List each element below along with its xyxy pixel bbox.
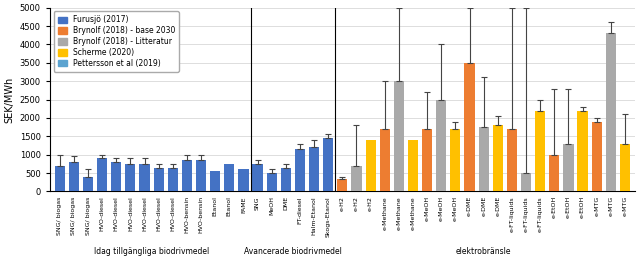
Text: Idag tillgängliga biodrivmedel: Idag tillgängliga biodrivmedel bbox=[94, 247, 209, 256]
Text: Avancerade biodrivmedel: Avancerade biodrivmedel bbox=[244, 247, 342, 256]
Bar bbox=[507, 129, 517, 192]
Bar bbox=[153, 168, 164, 192]
Bar bbox=[182, 160, 192, 192]
Bar bbox=[521, 173, 531, 192]
Bar bbox=[493, 125, 503, 192]
Bar bbox=[196, 160, 206, 192]
Bar bbox=[210, 171, 220, 192]
Bar bbox=[450, 129, 461, 192]
Bar bbox=[337, 178, 348, 192]
Bar bbox=[139, 164, 150, 192]
Bar bbox=[111, 162, 121, 192]
Bar bbox=[436, 99, 447, 192]
Bar bbox=[83, 177, 93, 192]
Bar bbox=[281, 168, 291, 192]
Bar bbox=[69, 162, 79, 192]
Bar bbox=[549, 155, 559, 192]
Bar bbox=[380, 129, 390, 192]
Bar bbox=[323, 138, 334, 192]
Bar bbox=[535, 111, 545, 192]
Bar bbox=[224, 164, 235, 192]
Bar bbox=[394, 81, 404, 192]
Bar bbox=[309, 147, 320, 192]
Bar bbox=[351, 166, 362, 192]
Bar bbox=[252, 164, 263, 192]
Bar bbox=[564, 144, 574, 192]
Bar bbox=[479, 127, 489, 192]
Bar bbox=[620, 144, 630, 192]
Bar bbox=[422, 129, 432, 192]
Bar bbox=[238, 169, 249, 192]
Bar bbox=[592, 122, 602, 192]
Legend: Furusjö (2017), Brynolf (2018) - base 2030, Brynolf (2018) - Litteratur, Scherme: Furusjö (2017), Brynolf (2018) - base 20… bbox=[54, 11, 179, 72]
Bar bbox=[266, 173, 277, 192]
Bar bbox=[97, 158, 107, 192]
Bar bbox=[408, 140, 418, 192]
Bar bbox=[167, 168, 178, 192]
Bar bbox=[125, 164, 135, 192]
Bar bbox=[465, 63, 475, 192]
Bar bbox=[295, 149, 305, 192]
Y-axis label: SEK/MWh: SEK/MWh bbox=[4, 76, 14, 123]
Bar bbox=[578, 111, 588, 192]
Text: elektrobränsle: elektrobränsle bbox=[456, 247, 511, 256]
Bar bbox=[366, 140, 376, 192]
Bar bbox=[606, 34, 616, 192]
Bar bbox=[55, 166, 65, 192]
